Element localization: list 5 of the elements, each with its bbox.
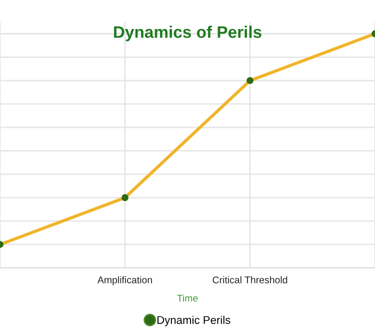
- x-tick-label: Amplification: [97, 276, 152, 286]
- x-axis-title: Time: [177, 294, 198, 302]
- x-tick-label: Critical Threshold: [212, 276, 288, 284]
- chart-title: Dynamics of Perils: [114, 26, 262, 42]
- legend-label: Dynamic Perils: [157, 316, 230, 326]
